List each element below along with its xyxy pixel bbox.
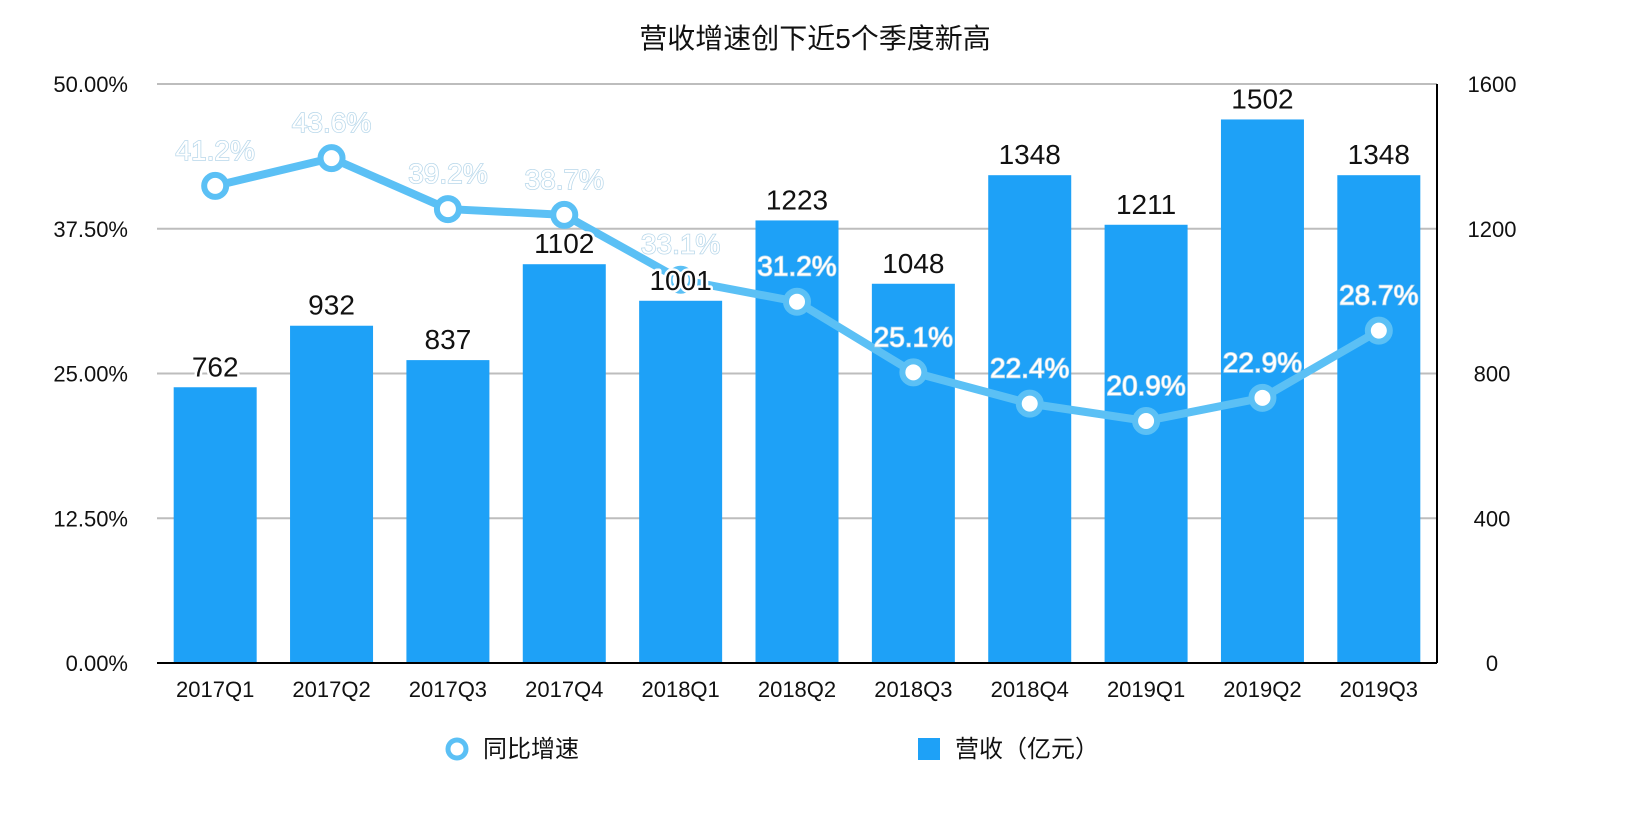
- axes: 0.00% 0 12.50% 400 25.00% 800 37.50% 1200 50.00%…: [53, 72, 1516, 702]
- bar-value-label: 1348: [999, 139, 1061, 170]
- line-point: [666, 265, 695, 294]
- line-value-label: 28.7%: [1339, 280, 1418, 311]
- bar-value-label: 1211: [1116, 189, 1176, 220]
- line-point: [783, 287, 811, 316]
- bar: [522, 264, 606, 663]
- x-tick-label: 2017Q1: [176, 677, 254, 702]
- bar: [406, 360, 490, 663]
- legend: 同比增速 营收（亿元）: [445, 736, 1099, 763]
- line-value-label: 22.4%: [990, 353, 1069, 384]
- line-value-label: 20.9%: [1106, 370, 1185, 401]
- line-point: [899, 358, 928, 387]
- x-tick-label: 2017Q4: [525, 677, 603, 702]
- bar-value-label: 1502: [1231, 83, 1293, 114]
- line-value-label: 39.2%: [408, 158, 487, 189]
- y-right-tick-label: 800: [1474, 362, 1511, 387]
- line-value-label: 43.6%: [292, 107, 371, 138]
- bar: [290, 325, 374, 663]
- legend-line-marker-icon: [445, 737, 469, 761]
- x-tick-label: 2018Q2: [758, 677, 836, 702]
- x-tick-label: 2019Q3: [1340, 677, 1418, 702]
- line-point: [201, 171, 230, 200]
- bar-value-label: 1048: [882, 248, 944, 279]
- bar-value-label: 932: [308, 290, 355, 321]
- legend-bar-swatch-icon: [918, 738, 940, 760]
- y-left-tick-label: 50.00%: [53, 72, 128, 97]
- y-right-tick-label: 0: [1486, 651, 1498, 676]
- y-left-tick-label: 0.00%: [66, 651, 128, 676]
- line-point: [1015, 389, 1044, 418]
- line-point: [317, 144, 346, 173]
- line-point: [1248, 383, 1277, 412]
- line-value-label: 31.2%: [757, 251, 836, 282]
- x-tick-label: 2019Q2: [1223, 677, 1301, 702]
- line-value-label: 25.1%: [874, 321, 953, 352]
- line-point: [433, 195, 462, 224]
- bar-value-label: 1348: [1348, 139, 1410, 170]
- x-tick-label: 2017Q2: [292, 677, 370, 702]
- x-tick-label: 2019Q1: [1107, 677, 1185, 702]
- line-point: [1132, 406, 1161, 435]
- x-tick-label: 2017Q3: [409, 677, 487, 702]
- bar: [1337, 175, 1421, 663]
- bar-value-label: 762: [192, 351, 239, 382]
- bar: [1104, 224, 1188, 663]
- line-point: [550, 200, 579, 229]
- line-value-label: 22.9%: [1223, 347, 1302, 378]
- line-value-label: 33.1%: [641, 229, 720, 260]
- y-right-tick-label: 400: [1474, 506, 1511, 531]
- line-value-label: 38.7%: [525, 164, 604, 195]
- y-left-tick-label: 25.00%: [53, 362, 128, 387]
- y-right-tick-label: 1600: [1468, 72, 1517, 97]
- bar-value-label: 1223: [766, 184, 828, 215]
- x-tick-label: 2018Q1: [641, 677, 719, 702]
- legend-line-label: 同比增速: [483, 736, 579, 763]
- y-right-tick-label: 1200: [1468, 217, 1517, 242]
- x-tick-label: 2018Q4: [991, 677, 1069, 702]
- bar-series: [173, 119, 1421, 664]
- bar: [173, 387, 257, 663]
- bar-value-label: 1102: [534, 228, 594, 259]
- y-left-tick-label: 37.50%: [53, 217, 128, 242]
- bar: [988, 175, 1072, 663]
- bar-value-label: 837: [425, 324, 472, 355]
- data-labels: 762 932 837 1102 1001 1223 1048 1348 1211 1502 134…: [175, 81, 1420, 402]
- chart-title: 营收增速创下近5个季度新高: [639, 23, 991, 54]
- bar: [639, 300, 723, 663]
- bar: [755, 220, 839, 663]
- line-point: [1364, 316, 1393, 345]
- bar-value-label: 1001: [649, 265, 711, 296]
- legend-bar-label: 营收（亿元）: [955, 736, 1099, 763]
- line-series: [201, 144, 1393, 435]
- x-tick-label: 2018Q3: [874, 677, 952, 702]
- line-value-label: 41.2%: [175, 135, 254, 166]
- bar: [871, 283, 955, 663]
- y-left-tick-label: 12.50%: [53, 506, 128, 531]
